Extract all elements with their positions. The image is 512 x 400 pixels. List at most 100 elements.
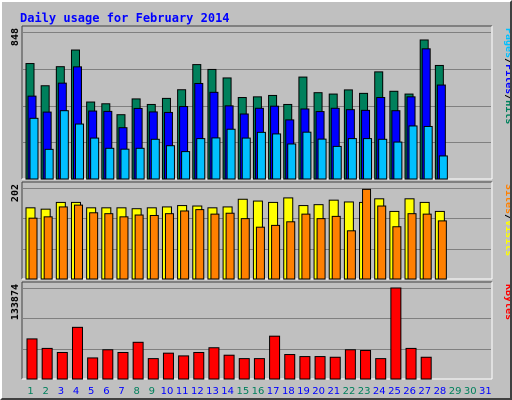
kbytes-bar xyxy=(299,356,311,380)
sites-bar xyxy=(316,218,326,280)
day-label: 21 xyxy=(327,386,340,397)
day-label: 20 xyxy=(312,386,325,397)
day-label: 28 xyxy=(434,386,447,397)
kbytes-bar xyxy=(117,351,129,380)
sites-bar xyxy=(255,226,265,280)
kbytes-bar xyxy=(238,358,250,380)
pages-bar xyxy=(59,110,69,180)
day-label: 8 xyxy=(134,386,140,397)
sites-bar xyxy=(225,212,235,280)
pages-bar xyxy=(241,137,251,180)
day-label: 26 xyxy=(403,386,416,397)
kbytes-bar xyxy=(208,347,220,380)
pages-bar xyxy=(150,138,160,180)
pages-bar xyxy=(135,147,145,180)
kbytes-bar xyxy=(102,349,114,380)
day-label: 31 xyxy=(479,386,492,397)
sites-bar xyxy=(195,209,205,280)
day-label: 4 xyxy=(73,386,79,397)
legend-separator: / xyxy=(503,58,510,64)
legend-item-sites: Sites xyxy=(503,184,510,214)
panel-2-legend: KBytes xyxy=(503,284,510,320)
kbytes-bar xyxy=(344,349,356,380)
day-label: 29 xyxy=(449,386,462,397)
sites-bar xyxy=(180,210,190,280)
panel-1-legend: Sites/Visits xyxy=(503,184,510,256)
sites-bar xyxy=(89,212,99,280)
kbytes-bar xyxy=(360,349,372,380)
kbytes-bar xyxy=(375,358,387,380)
pages-bar xyxy=(317,138,327,180)
panel-2-max-label: 133874 xyxy=(10,284,21,320)
sites-bar xyxy=(73,204,83,280)
sites-bar xyxy=(271,224,281,280)
pages-bar xyxy=(211,137,221,180)
pages-bar xyxy=(181,151,191,180)
day-label: 19 xyxy=(297,386,310,397)
day-label: 17 xyxy=(267,386,280,397)
kbytes-bar xyxy=(87,357,99,380)
kbytes-bar xyxy=(178,355,190,380)
day-label: 13 xyxy=(206,386,219,397)
day-label: 15 xyxy=(236,386,249,397)
pages-bar xyxy=(105,147,115,180)
pages-bar xyxy=(332,145,342,180)
kbytes-bar xyxy=(314,356,326,380)
pages-bar xyxy=(196,138,206,180)
sites-bar xyxy=(210,213,220,280)
sites-bar xyxy=(377,205,387,280)
day-label: 2 xyxy=(43,386,49,397)
sites-bar xyxy=(134,214,144,280)
sites-bar xyxy=(149,214,159,280)
sites-bar xyxy=(43,216,53,280)
panel-1-max-label: 202 xyxy=(10,184,21,202)
day-label: 12 xyxy=(191,386,204,397)
day-label: 18 xyxy=(282,386,295,397)
kbytes-bar xyxy=(223,354,235,380)
kbytes-bar xyxy=(284,354,296,380)
day-label: 27 xyxy=(418,386,431,397)
day-label: 7 xyxy=(118,386,124,397)
pages-bar xyxy=(408,125,418,180)
day-label: 30 xyxy=(464,386,477,397)
kbytes-bar xyxy=(405,347,417,380)
legend-separator: / xyxy=(503,214,510,220)
day-label: 25 xyxy=(388,386,401,397)
sites-bar xyxy=(28,217,38,280)
pages-bar xyxy=(363,138,373,180)
day-label: 16 xyxy=(252,386,265,397)
sites-bar xyxy=(119,216,129,280)
pages-bar xyxy=(393,141,403,180)
pages-bar xyxy=(272,133,282,180)
day-label: 24 xyxy=(373,386,386,397)
sites-bar xyxy=(392,226,402,280)
pages-bar xyxy=(90,137,100,180)
sites-bar xyxy=(407,213,417,280)
pages-bar xyxy=(378,138,388,180)
sites-bar xyxy=(331,215,341,280)
sites-bar xyxy=(286,221,296,280)
pages-bar xyxy=(165,145,175,180)
legend-item-pages: Pages xyxy=(503,28,510,58)
pages-bar xyxy=(438,155,448,180)
kbytes-bar xyxy=(253,358,265,380)
day-label: 11 xyxy=(176,386,189,397)
pages-bar xyxy=(120,148,130,180)
legend-item-files: Files xyxy=(503,64,510,94)
sites-bar xyxy=(362,188,372,280)
day-label: 6 xyxy=(103,386,109,397)
pages-bar xyxy=(347,138,357,180)
sites-bar xyxy=(301,213,311,280)
kbytes-bar xyxy=(147,358,159,380)
sites-bar xyxy=(422,213,432,280)
pages-bar xyxy=(29,117,39,180)
kbytes-bar xyxy=(132,341,144,380)
day-label: 23 xyxy=(358,386,371,397)
pages-bar xyxy=(423,125,433,180)
kbytes-bar xyxy=(41,347,53,380)
sites-bar xyxy=(164,213,174,280)
kbytes-bar xyxy=(56,351,68,380)
kbytes-bar xyxy=(193,351,205,380)
